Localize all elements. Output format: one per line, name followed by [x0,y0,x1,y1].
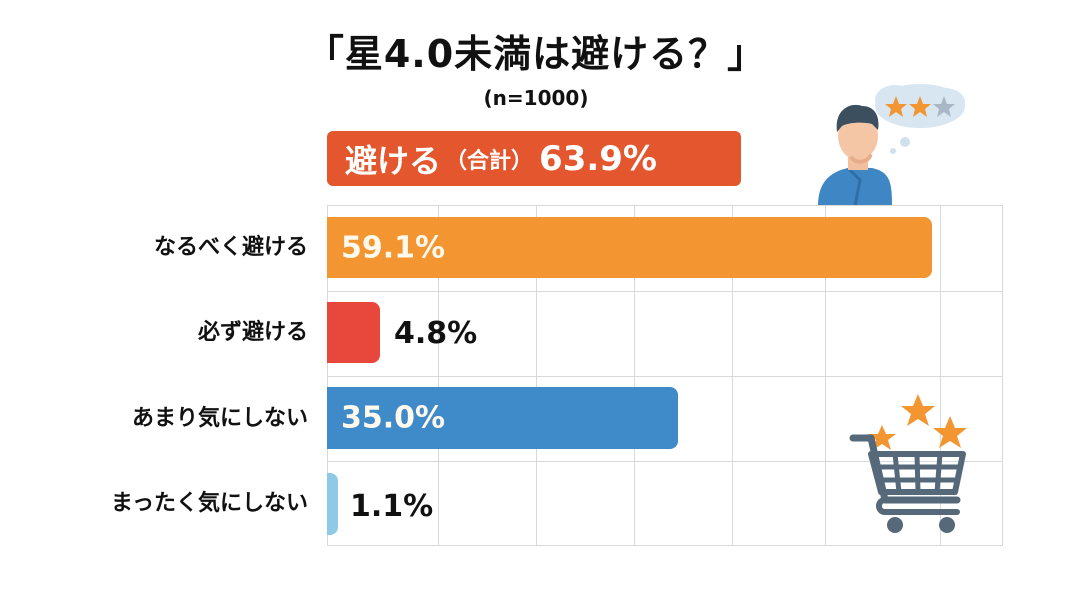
row-label-always-avoid: 必ず避ける [197,320,308,345]
shopping-cart-with-stars-icon [849,394,967,533]
total-avoid-badge: 避ける （合計） 63.9% [327,131,741,186]
bar-value: 59.1% [341,230,446,265]
row-label-dont-care-at-all: まったく気にしない [110,491,308,516]
thought-bubble-icon [875,84,965,154]
total-badge-value: 63.9% [539,138,657,179]
bar-value: 4.8% [394,316,478,351]
thinking-person-icon [818,84,965,206]
total-badge-sublabel: （合計） [445,148,534,174]
sample-size: (n=1000) [483,86,589,110]
chart-title: 「星4.0未満は避ける？」 [305,32,767,76]
bar-dont-care-at-all [327,473,338,535]
bar-always-avoid [327,302,380,363]
bar-avoid-if-possible: 59.1% [327,217,932,278]
row-label-dont-care-much: あまり気にしない [131,406,308,431]
bar-dont-care-much: 35.0% [327,387,678,449]
bar-value: 35.0% [341,400,446,436]
chart-grid [327,205,1003,546]
row-label-avoid-if-possible: なるべく避ける [153,235,308,260]
total-badge-label: 避ける [345,141,442,180]
bar-value: 1.1% [350,489,434,524]
